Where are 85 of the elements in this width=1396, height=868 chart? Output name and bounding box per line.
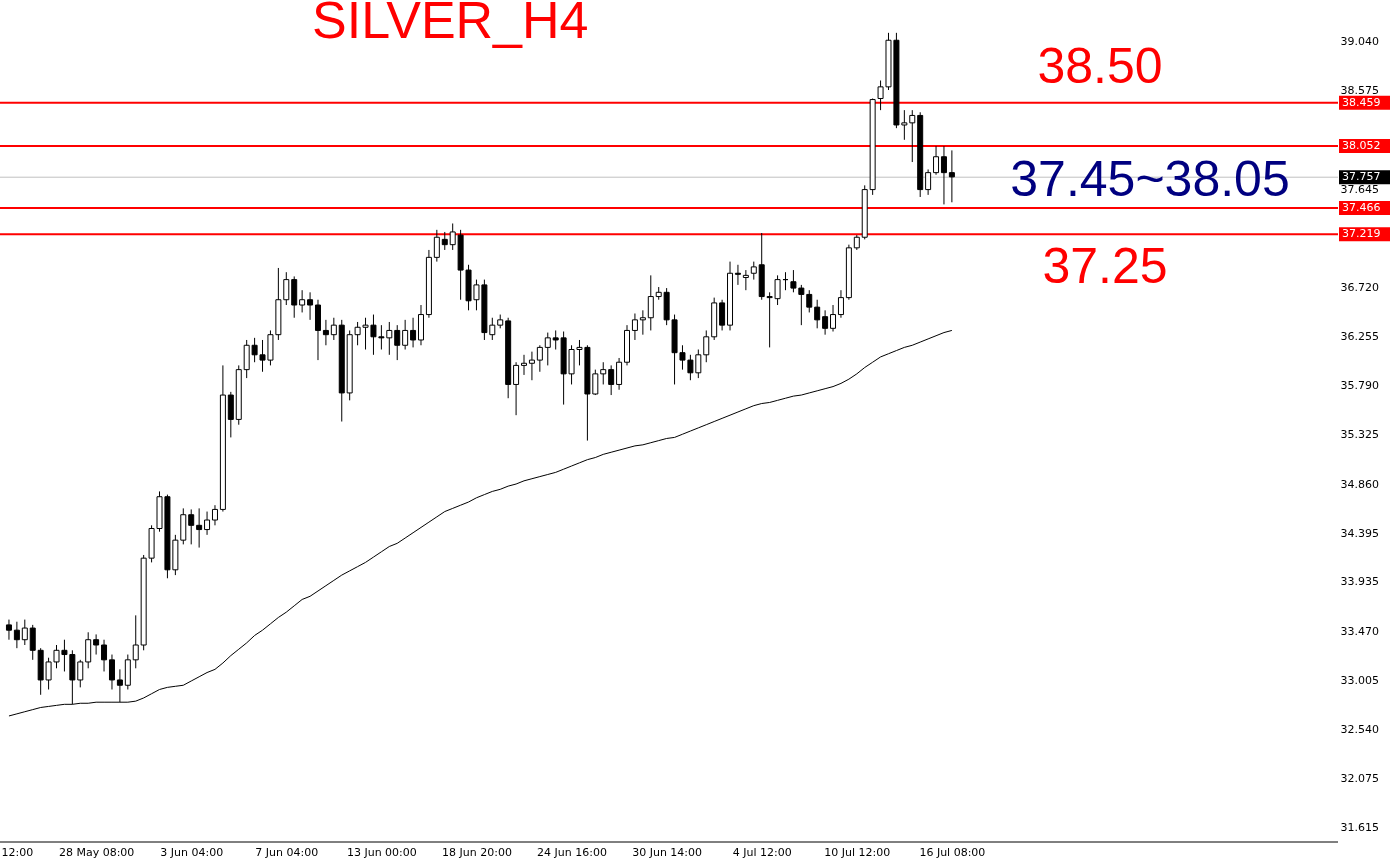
- candlestick: [204, 511, 211, 536]
- x-tick-label: 10 Jul 12:00: [824, 845, 891, 859]
- y-tick-label: 35.325: [1340, 428, 1379, 442]
- candlestick: [116, 668, 123, 703]
- candlestick: [814, 299, 821, 329]
- ref-line-label: 38.052: [1342, 138, 1381, 152]
- candlestick: [925, 168, 932, 196]
- candlestick: [734, 264, 741, 286]
- x-tick-label: 30 Jun 14:00: [632, 845, 703, 859]
- candlestick: [21, 619, 28, 646]
- candlestick: [806, 289, 813, 313]
- candlestick: [536, 344, 543, 373]
- candlestick: [837, 289, 844, 319]
- candlestick: [410, 317, 417, 348]
- candlestick: [29, 624, 36, 661]
- candlestick: [188, 508, 195, 545]
- ref-line-label: 37.219: [1342, 227, 1381, 241]
- candlestick: [600, 361, 607, 385]
- candlestick: [211, 504, 218, 526]
- candlestick: [93, 633, 100, 656]
- candlestick: [521, 354, 527, 376]
- ref-line-label: 37.466: [1342, 201, 1381, 215]
- line-series: [8, 329, 953, 717]
- candlestick: [703, 329, 710, 363]
- x-tick-label: 28 May 08:00: [58, 845, 135, 859]
- x-tick-label: 24 Jun 16:00: [537, 845, 607, 859]
- y-tick-label: 34.860: [1340, 477, 1379, 491]
- x-tick-label: 12:00: [1, 845, 34, 859]
- y-tick-label: 36.720: [1340, 280, 1379, 294]
- x-tick-label: 18 Jun 20:00: [442, 845, 512, 859]
- x-tick-label: 3 Jun 04:00: [160, 845, 224, 859]
- candlestick: [608, 364, 615, 396]
- candlestick: [101, 639, 108, 672]
- y-tick-label: 31.615: [1340, 821, 1379, 835]
- text: 37.45~38.05: [1010, 151, 1290, 207]
- y-tick-label: 36.255: [1340, 329, 1379, 343]
- candlestick: [433, 229, 440, 263]
- y-tick-label: 38.575: [1340, 84, 1379, 98]
- y-tick-label: 34.395: [1340, 526, 1379, 540]
- candlestick: [307, 291, 314, 321]
- candlestick: [299, 289, 306, 313]
- candlestick: [616, 357, 623, 391]
- text: 38.50: [1037, 38, 1163, 94]
- candlestick: [441, 231, 448, 251]
- x-tick-label: 4 Jul 12:00: [732, 845, 792, 859]
- candlestick: [402, 319, 409, 351]
- candlestick: [132, 614, 139, 669]
- candlestick: [528, 351, 535, 381]
- candlestick: [5, 619, 12, 641]
- candlestick: [647, 274, 654, 331]
- y-tick-label: 32.075: [1340, 772, 1379, 786]
- candlestick: [822, 309, 829, 336]
- candlestick: [742, 269, 749, 291]
- candlestick: [196, 507, 203, 549]
- y-tick-label: 33.470: [1340, 624, 1379, 638]
- x-tick-label: 16 Jul 08:00: [919, 845, 986, 859]
- candlestick: [719, 299, 726, 331]
- y-tick-label: 37.645: [1340, 182, 1379, 196]
- candlestick: [513, 361, 520, 416]
- text: 37.25: [1042, 238, 1168, 294]
- candlestick: [85, 631, 92, 669]
- x-tick-label: 13 Jun 00:00: [346, 845, 417, 859]
- candlestick: [13, 621, 20, 649]
- candlestick: [544, 332, 551, 366]
- y-tick-label: 32.540: [1340, 723, 1379, 737]
- candlestick: [639, 309, 646, 336]
- y-tick-label: 33.005: [1340, 673, 1379, 687]
- candlestick: [108, 654, 115, 690]
- candlestick: [631, 313, 638, 341]
- ref-line-label: 38.459: [1342, 95, 1381, 109]
- candlestick: [940, 145, 947, 205]
- candlestick: [948, 149, 955, 203]
- candlestick: [830, 304, 837, 332]
- x-tick-label: 7 Jun 04:00: [255, 845, 319, 859]
- candlestick: [750, 261, 757, 281]
- candlestick: [933, 145, 940, 176]
- y-tick-label: 39.040: [1340, 34, 1379, 48]
- y-tick-label: 35.790: [1340, 379, 1379, 393]
- candlestick: [394, 324, 401, 361]
- candlestick: [330, 317, 337, 341]
- ref-line-label: 37.757: [1342, 170, 1381, 184]
- chart-title: SILVER_H4: [312, 0, 589, 49]
- y-tick-label: 33.935: [1340, 575, 1379, 589]
- candlestick: [909, 109, 916, 163]
- candlestick: [322, 319, 329, 346]
